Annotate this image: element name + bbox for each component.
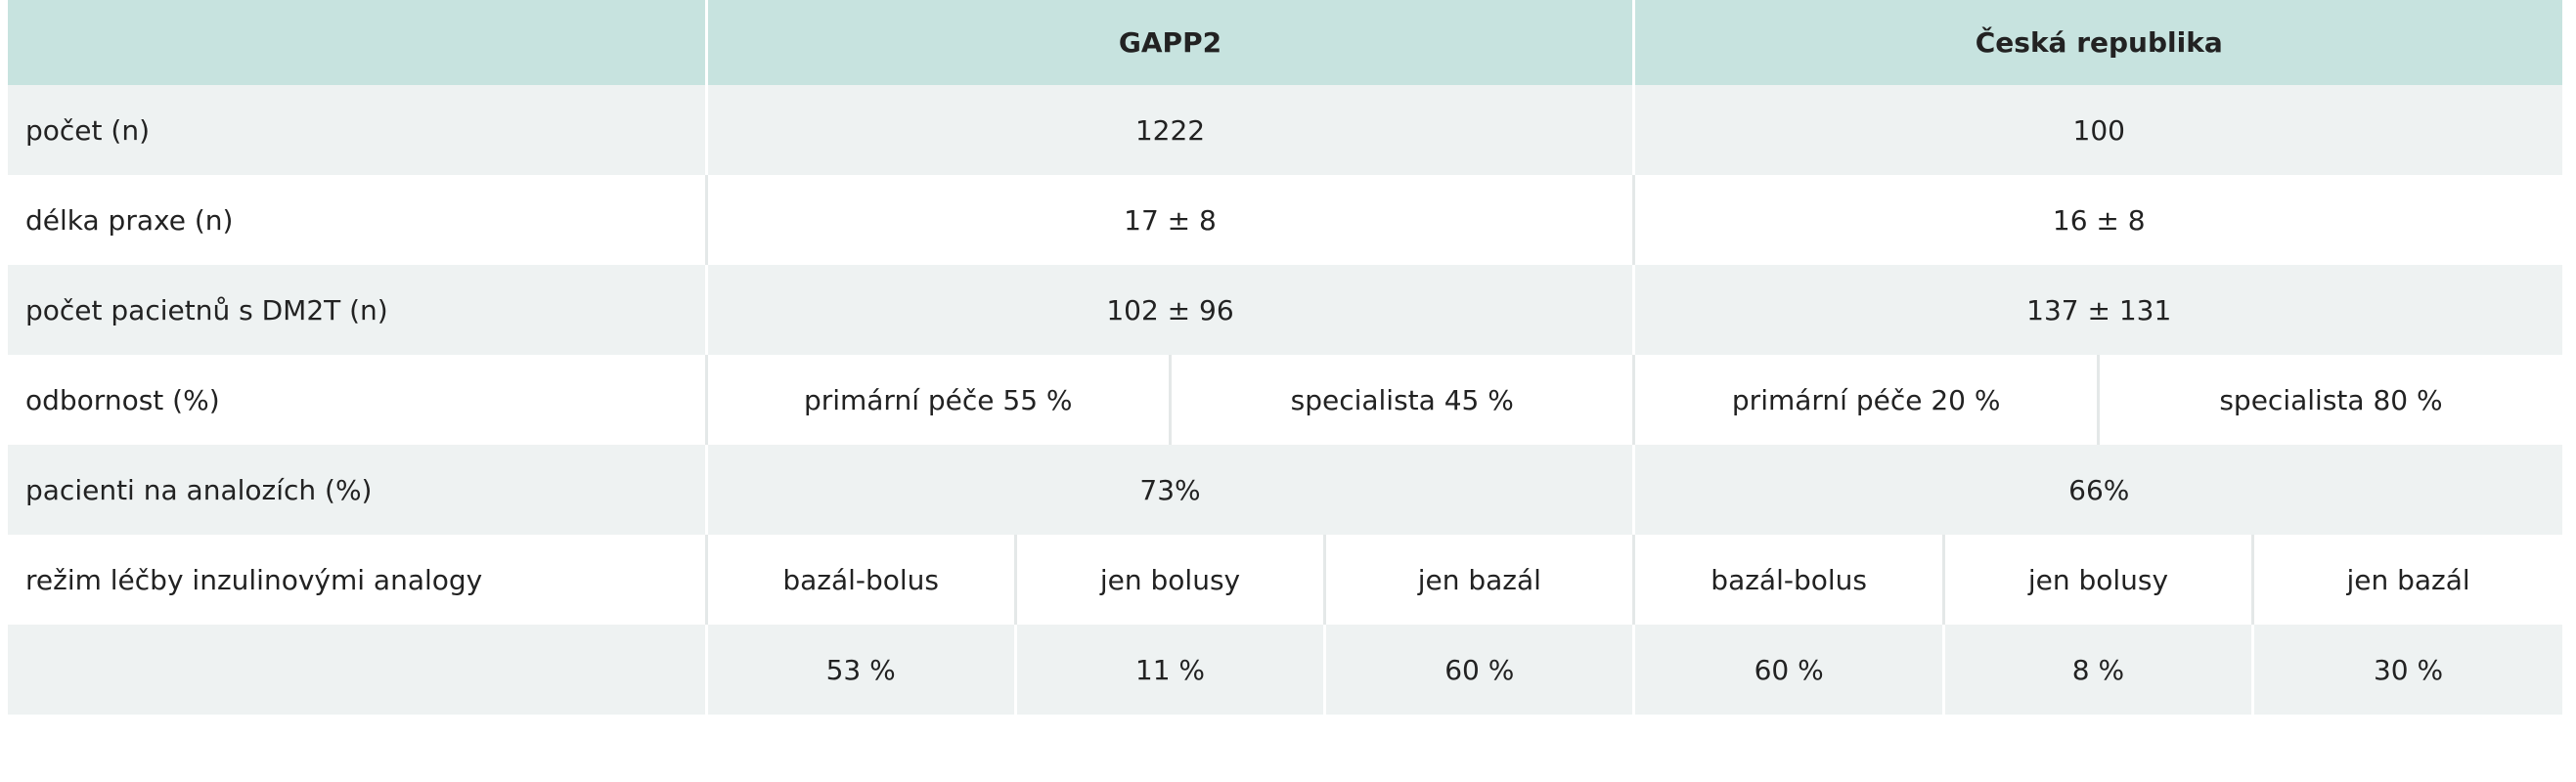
header-corner: [8, 0, 707, 85]
table-row: 53 % 11 % 60 % 60 % 8 % 30 %: [8, 625, 2562, 715]
data-table: GAPP2 Česká republika počet (n) 1222 100 dél…: [8, 0, 2562, 715]
header-row: GAPP2 Česká republika: [8, 0, 2562, 85]
table-cell: 11 %: [1013, 625, 1325, 715]
table-row: počet pacietnů s DM2T (n) 102 ± 96 137 ± 1…: [8, 265, 2562, 355]
table-cell: bazál-bolus: [704, 535, 1016, 625]
table-cell: 60 %: [1323, 625, 1634, 715]
row-label: délka praxe (n): [8, 175, 707, 265]
table-cell: 60 %: [1632, 625, 1944, 715]
table-cell: primární péče 20 %: [1632, 355, 2099, 445]
table-cell: specialista 45 %: [1168, 355, 1634, 445]
table-cell: 100: [1632, 85, 2562, 175]
row-label: [8, 625, 707, 715]
table-cell: 73%: [704, 445, 1634, 535]
table-cell: 102 ± 96: [704, 265, 1634, 355]
table-cell: jen bazál: [1323, 535, 1634, 625]
table-cell: 66%: [1632, 445, 2562, 535]
table-cell: specialista 80 %: [2096, 355, 2562, 445]
row-label: režim léčby inzulinovými analogy: [8, 535, 707, 625]
column-header: Česká republika: [1632, 0, 2562, 85]
table-cell: 17 ± 8: [704, 175, 1634, 265]
row-label: počet (n): [8, 85, 707, 175]
table-cell: bazál-bolus: [1632, 535, 1944, 625]
table-cell: 1222: [704, 85, 1634, 175]
table-cell: 16 ± 8: [1632, 175, 2562, 265]
table-cell: jen bazál: [2251, 535, 2562, 625]
table-cell: 137 ± 131: [1632, 265, 2562, 355]
table-cell: 53 %: [704, 625, 1016, 715]
table-row: délka praxe (n) 17 ± 8 16 ± 8: [8, 175, 2562, 265]
table-row: režim léčby inzulinovými analogy bazál-bo…: [8, 535, 2562, 625]
table-row: počet (n) 1222 100: [8, 85, 2562, 175]
row-label: počet pacietnů s DM2T (n): [8, 265, 707, 355]
row-label: pacienti na analozích (%): [8, 445, 707, 535]
table-cell: jen bolusy: [1013, 535, 1325, 625]
table-cell: 30 %: [2251, 625, 2562, 715]
table-cell: jen bolusy: [1941, 535, 2253, 625]
table-cell: 8 %: [1941, 625, 2253, 715]
table-row: pacienti na analozích (%) 73% 66%: [8, 445, 2562, 535]
table-cell: primární péče 55 %: [704, 355, 1171, 445]
column-header: GAPP2: [704, 0, 1634, 85]
table-row: odbornost (%) primární péče 55 % specialis…: [8, 355, 2562, 445]
row-label: odbornost (%): [8, 355, 707, 445]
